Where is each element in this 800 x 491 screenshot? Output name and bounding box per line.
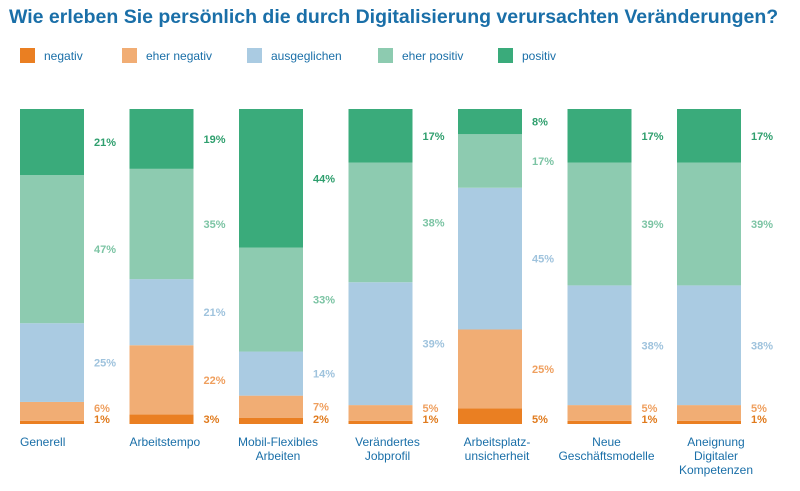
value-label-eher-positiv-2: 33% <box>313 295 335 307</box>
value-label-ausgeglichen-4: 45% <box>532 254 554 266</box>
bar-segment-eher-positiv-5 <box>567 162 632 286</box>
value-label-eher-positiv-5: 39% <box>642 219 664 231</box>
value-label-positiv-2: 44% <box>313 173 335 185</box>
value-label-eher-positiv-6: 39% <box>751 219 773 231</box>
chart-title: Wie erleben Sie persönlich die durch Dig… <box>9 6 778 28</box>
value-labels: 1%6%25%47%21%3%22%21%35%19%2%7%14%33%44%… <box>94 117 773 426</box>
legend-swatch-positiv <box>498 48 513 63</box>
value-label-ausgeglichen-3: 39% <box>423 339 445 351</box>
bar-segment-positiv-0 <box>20 109 84 176</box>
value-label-negativ-2: 2% <box>313 414 329 426</box>
legend-swatch-eher-positiv <box>378 48 393 63</box>
bar-segment-eher-negativ-0 <box>20 401 84 421</box>
bar-segment-negativ-1 <box>129 414 194 424</box>
bar-segment-eher-positiv-4 <box>458 134 522 188</box>
category-label-3: Verändertes Jobprofil <box>355 435 420 463</box>
bar-segment-eher-negativ-1 <box>129 345 194 415</box>
bar-segment-positiv-4 <box>458 109 522 135</box>
value-label-ausgeglichen-2: 14% <box>313 369 335 381</box>
value-label-eher-positiv-4: 17% <box>532 156 554 168</box>
category-label-0: Generell <box>20 435 65 449</box>
legend-label-eher-negativ: eher negativ <box>146 49 212 63</box>
legend-label-eher-positiv: eher positiv <box>402 49 463 63</box>
bar-segment-positiv-1 <box>129 109 194 169</box>
value-label-negativ-4: 5% <box>532 414 548 426</box>
value-label-positiv-4: 8% <box>532 117 548 129</box>
legend: negativ eher negativ ausgeglichen eher posi… <box>20 48 556 63</box>
value-label-ausgeglichen-0: 25% <box>94 358 116 370</box>
bars <box>20 109 741 424</box>
value-label-ausgeglichen-1: 21% <box>204 307 226 319</box>
category-label-1: Arbeitstempo <box>130 435 201 449</box>
value-label-negativ-3: 1% <box>423 414 439 426</box>
bar-segment-eher-positiv-0 <box>20 175 84 324</box>
value-label-ausgeglichen-5: 38% <box>642 340 664 352</box>
value-label-eher-negativ-0: 6% <box>94 403 110 415</box>
value-label-eher-positiv-0: 47% <box>94 244 116 256</box>
bar-segment-ausgeglichen-4 <box>458 187 522 330</box>
value-label-eher-negativ-2: 7% <box>313 402 329 414</box>
bar-segment-negativ-6 <box>677 420 741 424</box>
value-label-negativ-6: 1% <box>751 414 767 426</box>
bar-segment-negativ-0 <box>20 420 84 424</box>
bar-segment-eher-negativ-4 <box>458 329 522 409</box>
category-labels: Generell Arbeitstempo Mobil-Flexibles Arbei… <box>20 435 753 477</box>
value-label-ausgeglichen-6: 38% <box>751 340 773 352</box>
bar-segment-ausgeglichen-6 <box>677 285 741 406</box>
category-label-4: Arbeitsplatz-unsicherheit <box>464 435 531 463</box>
bar-segment-positiv-3 <box>348 109 413 163</box>
bar-segment-negativ-3 <box>348 420 413 424</box>
legend-label-negativ: negativ <box>44 49 83 63</box>
bar-segment-eher-negativ-5 <box>567 405 632 421</box>
legend-swatch-ausgeglichen <box>247 48 262 63</box>
category-label-2: Mobil-Flexibles Arbeiten <box>238 435 318 463</box>
bar-segment-eher-positiv-6 <box>677 162 741 286</box>
category-label-5: Neue Geschäftsmodelle <box>558 435 654 463</box>
bar-segment-ausgeglichen-3 <box>348 282 413 406</box>
bar-segment-ausgeglichen-5 <box>567 285 632 406</box>
legend-swatch-eher-negativ <box>122 48 137 63</box>
bar-segment-positiv-5 <box>567 109 632 163</box>
value-label-negativ-0: 1% <box>94 414 110 426</box>
value-label-negativ-1: 3% <box>204 414 220 426</box>
bar-segment-negativ-5 <box>567 420 632 424</box>
bar-segment-positiv-2 <box>239 109 303 248</box>
bar-segment-ausgeglichen-1 <box>129 279 194 346</box>
value-label-positiv-1: 19% <box>204 134 226 146</box>
bar-segment-positiv-6 <box>677 109 741 163</box>
bar-segment-ausgeglichen-2 <box>239 351 303 396</box>
legend-swatch-negativ <box>20 48 35 63</box>
bar-segment-ausgeglichen-0 <box>20 323 84 402</box>
bar-segment-eher-negativ-3 <box>348 405 413 421</box>
value-label-eher-negativ-5: 5% <box>642 403 658 415</box>
bar-segment-eher-positiv-3 <box>348 162 413 283</box>
value-label-negativ-5: 1% <box>642 414 658 426</box>
value-label-positiv-6: 17% <box>751 131 773 143</box>
bar-segment-negativ-4 <box>458 408 522 424</box>
value-label-eher-positiv-1: 35% <box>204 219 226 231</box>
value-label-eher-negativ-6: 5% <box>751 403 767 415</box>
value-label-positiv-5: 17% <box>642 131 664 143</box>
value-label-positiv-0: 21% <box>94 137 116 149</box>
value-label-positiv-3: 17% <box>423 131 445 143</box>
value-label-eher-negativ-1: 22% <box>204 375 226 387</box>
legend-label-positiv: positiv <box>522 49 556 63</box>
bar-segment-eher-negativ-6 <box>677 405 741 421</box>
bar-segment-eher-negativ-2 <box>239 395 303 418</box>
bar-segment-eher-positiv-1 <box>129 168 194 280</box>
category-label-6: Aneignung Digitaler Kompetenzen <box>679 435 753 477</box>
legend-label-ausgeglichen: ausgeglichen <box>271 49 342 63</box>
value-label-eher-negativ-3: 5% <box>423 403 439 415</box>
value-label-eher-negativ-4: 25% <box>532 364 554 376</box>
bar-segment-eher-positiv-2 <box>239 247 303 352</box>
bar-segment-negativ-2 <box>239 417 303 424</box>
value-label-eher-positiv-3: 38% <box>423 217 445 229</box>
